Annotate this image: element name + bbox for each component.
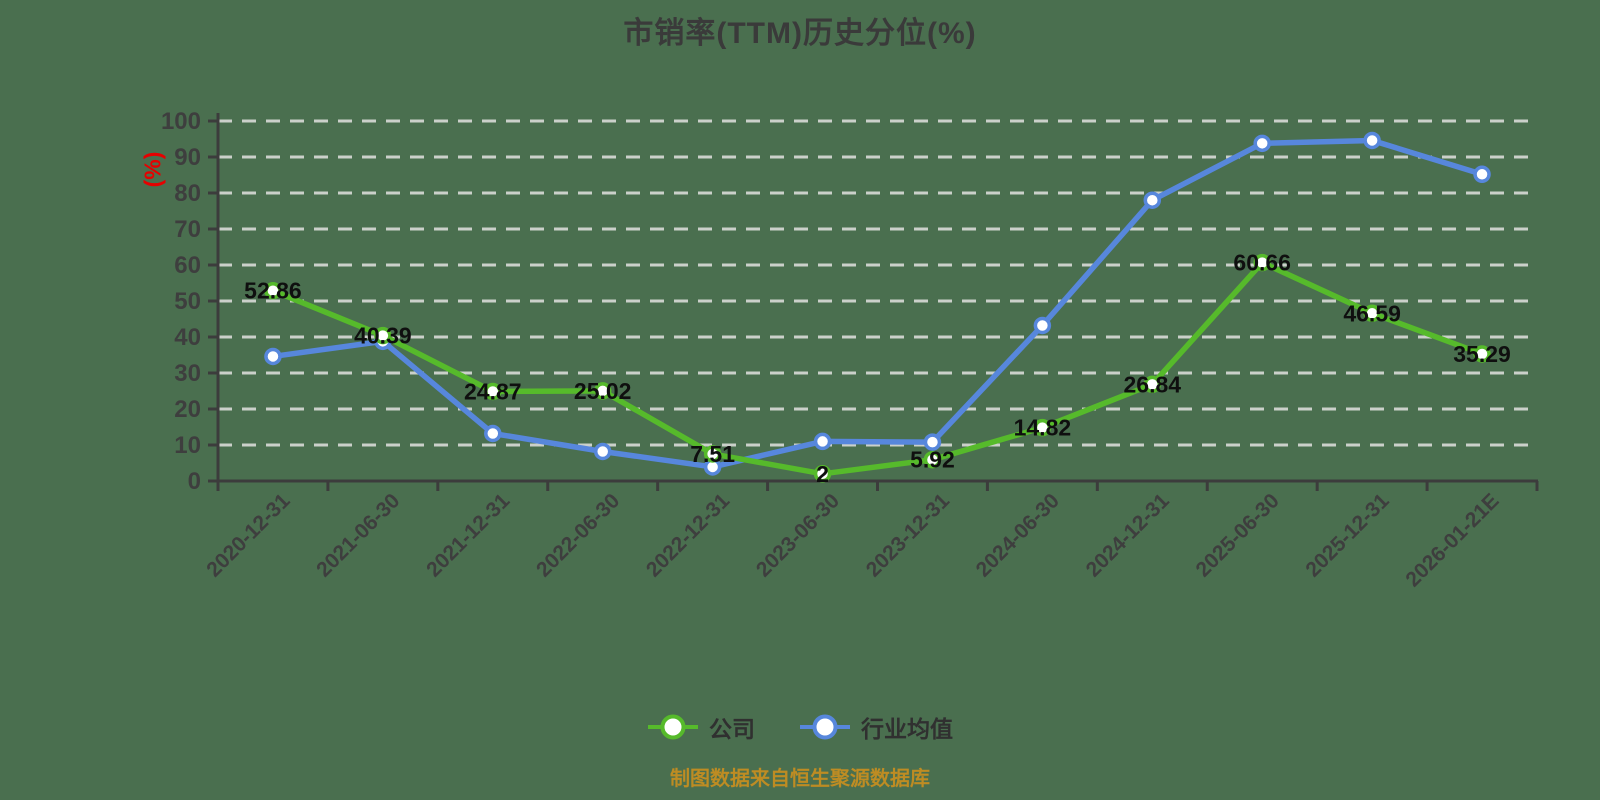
company-data-point-marker[interactable] [1363, 304, 1381, 323]
industry-data-point-marker[interactable] [923, 433, 942, 451]
company-data-point-marker[interactable] [593, 382, 612, 400]
data-point-label: 14.82 [1014, 415, 1072, 441]
legend: 公司 行业均值 [0, 710, 1600, 744]
data-point-label: 26.84 [1124, 371, 1182, 397]
chart-title: 市销率(TTM)历史分位(%) [623, 17, 977, 50]
legend-label-industry: 行业均值 [861, 716, 953, 742]
company-data-point-marker[interactable] [1033, 418, 1052, 437]
company-data-point-marker[interactable] [1473, 345, 1491, 363]
data-point-label: 60.66 [1233, 250, 1291, 276]
x-tick-label: 2023-06-30 [752, 489, 844, 581]
company-data-point-marker[interactable] [923, 450, 942, 469]
x-tick-label: 2021-06-30 [312, 489, 404, 581]
data-point-label: 5.92 [910, 447, 955, 473]
industry-data-point-marker[interactable] [593, 442, 612, 461]
x-tick-label: 2023-12-31 [862, 489, 954, 581]
data-point-label: 40.39 [354, 323, 412, 349]
x-tick-label: 2022-06-30 [532, 489, 624, 581]
y-tick-label: 10 [174, 432, 201, 459]
company-series-line [270, 259, 1485, 477]
y-tick-label: 0 [188, 468, 201, 495]
industry-data-point-marker[interactable] [264, 347, 282, 366]
industry-data-point-marker[interactable] [1363, 131, 1381, 150]
data-point-label: 2 [816, 461, 829, 487]
industry-data-point-marker[interactable] [1473, 165, 1491, 184]
data-point-label: 24.87 [464, 378, 522, 404]
x-tick-label: 2024-06-30 [972, 489, 1064, 581]
legend-item-industry[interactable]: 行业均值 [799, 710, 953, 744]
industry-legend-marker-icon [800, 714, 850, 740]
industry-data-point-marker[interactable] [1253, 134, 1271, 153]
company-legend-marker-icon [648, 714, 698, 740]
legend-label-company: 公司 [709, 716, 755, 742]
x-tick-label: 2025-06-30 [1192, 489, 1284, 581]
y-tick-label: 60 [174, 252, 201, 279]
x-tick-label: 2021-12-31 [422, 489, 514, 581]
company-data-point-marker[interactable] [1253, 253, 1271, 272]
data-source-note: 制图数据来自恒生聚源数据库 [670, 768, 930, 790]
y-tick-label: 80 [174, 180, 201, 207]
y-tick-label: 90 [174, 144, 201, 171]
company-data-point-marker[interactable] [813, 465, 832, 483]
company-data-point-marker[interactable] [1143, 375, 1162, 394]
company-data-point-marker[interactable] [703, 445, 722, 463]
y-tick-label: 100 [161, 108, 201, 135]
industry-series-line [270, 137, 1485, 470]
y-tick-label: 50 [174, 288, 201, 315]
x-tick-label: 2022-12-31 [642, 489, 734, 581]
y-tick-label: 40 [174, 324, 201, 351]
data-point-label: 52.86 [244, 278, 302, 304]
company-data-point-marker[interactable] [264, 281, 282, 300]
x-tick-label: 2025-12-31 [1301, 489, 1393, 581]
y-tick-label: 30 [174, 360, 201, 387]
y-tick-label: 70 [174, 216, 201, 243]
data-point-label: 25.02 [574, 378, 632, 404]
y-tick-label: 20 [174, 396, 201, 423]
industry-data-point-marker[interactable] [1143, 191, 1162, 209]
company-data-point-marker[interactable] [374, 326, 392, 345]
company-data-point-marker[interactable] [484, 382, 502, 401]
x-tick-label: 2020-12-31 [202, 489, 294, 581]
x-tick-label: 2024-12-31 [1082, 489, 1174, 581]
x-tick-label: 2026-01-21E [1401, 489, 1503, 591]
industry-data-point-marker[interactable] [1033, 316, 1052, 335]
industry-data-point-marker[interactable] [484, 424, 502, 443]
data-point-label: 35.29 [1453, 341, 1511, 367]
industry-data-point-marker[interactable] [813, 432, 832, 451]
data-point-label: 46.59 [1343, 300, 1401, 326]
data-point-label: 7.51 [690, 441, 735, 467]
legend-item-company[interactable]: 公司 [647, 710, 755, 744]
